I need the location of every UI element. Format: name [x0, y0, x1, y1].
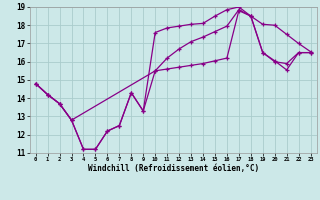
- X-axis label: Windchill (Refroidissement éolien,°C): Windchill (Refroidissement éolien,°C): [88, 164, 259, 173]
